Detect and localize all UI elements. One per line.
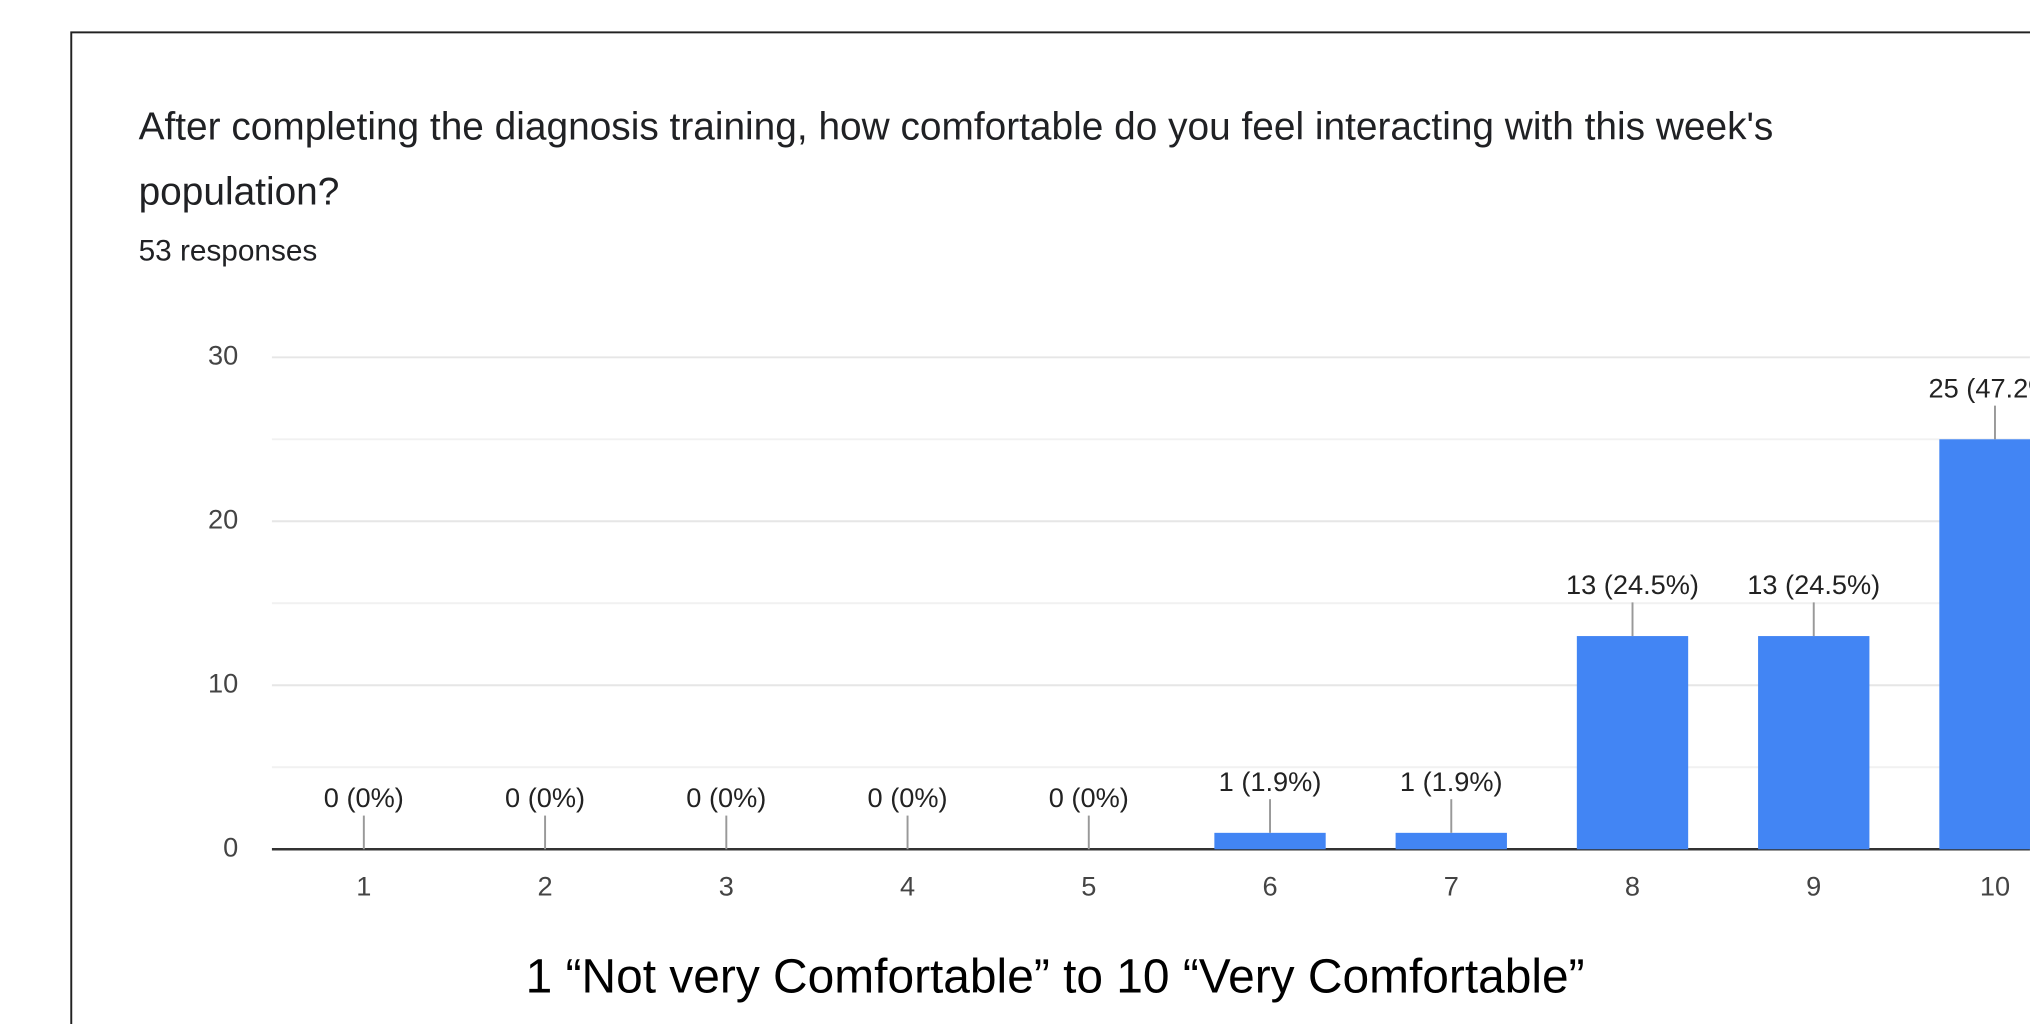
subtitle: 53 responses (139, 234, 318, 267)
bar (1214, 832, 1326, 850)
bar (1939, 439, 2030, 850)
y-tick-label: 30 (208, 339, 238, 370)
data-label: 0 (0%) (1049, 782, 1129, 813)
data-label: 13 (24.5%) (1747, 569, 1880, 600)
x-tick-label: 6 (1262, 870, 1277, 901)
y-tick-label: 0 (223, 831, 238, 862)
bar (1395, 832, 1507, 850)
data-label: 0 (0%) (505, 782, 585, 813)
x-tick-label: 5 (1081, 870, 1096, 901)
chart-title: After completing the diagnosis training,… (139, 106, 1774, 149)
x-tick-label: 2 (538, 870, 553, 901)
x-tick-label: 10 (1980, 870, 2010, 901)
card (70, 31, 2030, 1024)
data-label: 13 (24.5%) (1566, 569, 1699, 600)
data-label: 0 (0%) (324, 782, 404, 813)
x-tick-label: 8 (1625, 870, 1640, 901)
bar (1576, 636, 1689, 850)
x-axis-label: 1 “Not very Comfortable” to 10 “Very Com… (526, 951, 1585, 1004)
x-tick-label: 3 (719, 870, 734, 901)
x-tick-label: 7 (1444, 870, 1459, 901)
y-tick-label: 10 (208, 667, 238, 698)
chart-title: population? (139, 170, 340, 213)
data-label: 0 (0%) (686, 782, 766, 813)
y-tick-label: 20 (208, 503, 238, 534)
bar (1758, 636, 1870, 850)
x-tick-label: 9 (1806, 870, 1821, 901)
x-tick-label: 1 (356, 870, 371, 901)
data-label: 25 (47.2%) (1929, 372, 2030, 403)
data-label: 0 (0%) (868, 782, 948, 813)
x-tick-label: 4 (900, 870, 915, 901)
data-label: 1 (1.9%) (1400, 766, 1503, 797)
data-label: 1 (1.9%) (1219, 766, 1322, 797)
